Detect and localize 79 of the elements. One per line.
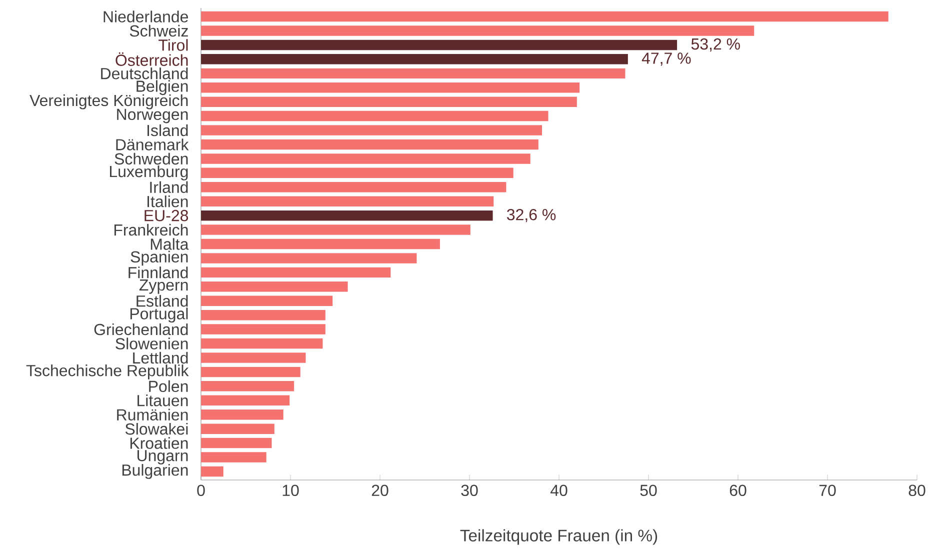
y-tick-label: Italien xyxy=(148,195,188,208)
y-tick-label: Ungarn xyxy=(137,450,188,464)
bar xyxy=(201,267,391,278)
y-tick-label: Lettland xyxy=(133,352,188,364)
bar xyxy=(201,168,514,178)
bar xyxy=(201,96,577,107)
x-tick-label: 60 xyxy=(730,484,746,496)
y-tick-label: Tschechische Republik xyxy=(26,364,189,380)
bar xyxy=(201,381,294,392)
y-tick-label: Litauen xyxy=(138,394,188,406)
bar xyxy=(201,82,580,93)
y-tick-label: Bulgarien xyxy=(122,464,188,479)
y-tick-label: Schweden xyxy=(114,152,188,165)
bar xyxy=(201,224,470,235)
y-tick-label: Polen xyxy=(149,380,188,392)
data-label: 32,6 % xyxy=(506,208,556,222)
bar xyxy=(201,324,326,334)
x-tick-label: 40 xyxy=(550,484,568,496)
y-tick-label: Tirol xyxy=(158,39,188,51)
bar xyxy=(201,424,274,434)
bar xyxy=(201,466,224,477)
bar xyxy=(201,409,284,420)
y-tick-label: Zypern xyxy=(139,280,188,294)
bar xyxy=(201,154,530,164)
bar xyxy=(201,352,306,363)
bar xyxy=(201,196,494,206)
bar xyxy=(201,438,272,448)
y-tick-label: Spanien xyxy=(130,250,188,266)
data-label: 47,7 % xyxy=(642,52,691,66)
bar xyxy=(201,110,548,122)
y-tick-label: Irland xyxy=(150,181,188,193)
y-tick-label: Rumänien xyxy=(117,408,188,420)
bar xyxy=(201,338,323,349)
y-tick-label: Schweiz xyxy=(130,24,188,37)
y-tick-label: Österreich xyxy=(116,52,188,66)
y-tick-label: Slowakei xyxy=(125,422,188,435)
y-tick-label: Niederlande xyxy=(104,10,188,22)
bar xyxy=(201,282,348,292)
y-tick-label: Slowenien xyxy=(116,338,188,350)
bar xyxy=(201,40,678,50)
x-tick-label: 30 xyxy=(461,484,478,496)
y-tick-label: Malta xyxy=(150,238,189,250)
y-tick-label: Island xyxy=(148,124,188,136)
bar xyxy=(201,11,888,22)
bar xyxy=(201,210,493,221)
y-tick-label: Kroatien xyxy=(130,437,188,449)
bar xyxy=(201,54,628,64)
bar xyxy=(201,26,754,36)
x-axis-title: Teilzeitquote Frauen (in %) xyxy=(460,529,658,545)
bar xyxy=(201,253,417,264)
y-tick-label: Dänemark xyxy=(116,138,189,150)
x-tick-label: 70 xyxy=(819,484,836,496)
y-tick-label: Vereinigtes Königreich xyxy=(30,94,188,110)
bar xyxy=(201,310,326,320)
bar xyxy=(201,139,538,150)
bar xyxy=(201,238,440,250)
bar xyxy=(201,296,333,306)
x-tick-label: 80 xyxy=(908,484,926,496)
x-tick-label: 50 xyxy=(640,484,657,496)
y-tick-label: Frankreich xyxy=(114,224,188,236)
y-tick-label: Belgien xyxy=(136,80,188,96)
y-tick-label: Portugal xyxy=(130,308,188,323)
bar xyxy=(201,395,290,406)
bar xyxy=(201,366,300,378)
bar xyxy=(201,68,626,79)
y-tick-label: Finnland xyxy=(128,266,188,278)
data-label: 53,2 % xyxy=(691,38,740,52)
bar xyxy=(201,125,542,136)
y-tick-label: Griechenland xyxy=(94,323,188,336)
y-tick-label: Deutschland xyxy=(101,68,188,80)
y-tick-label: EU-28 xyxy=(144,210,188,222)
y-tick-label: Estland xyxy=(136,295,188,307)
bar xyxy=(201,182,506,192)
x-tick-label: 20 xyxy=(372,484,388,496)
y-tick-label: Luxemburg xyxy=(110,165,188,180)
y-tick-label: Norwegen xyxy=(117,108,188,124)
x-tick-label: 10 xyxy=(282,484,299,496)
bar xyxy=(201,452,266,462)
x-tick-label: 0 xyxy=(197,484,205,496)
